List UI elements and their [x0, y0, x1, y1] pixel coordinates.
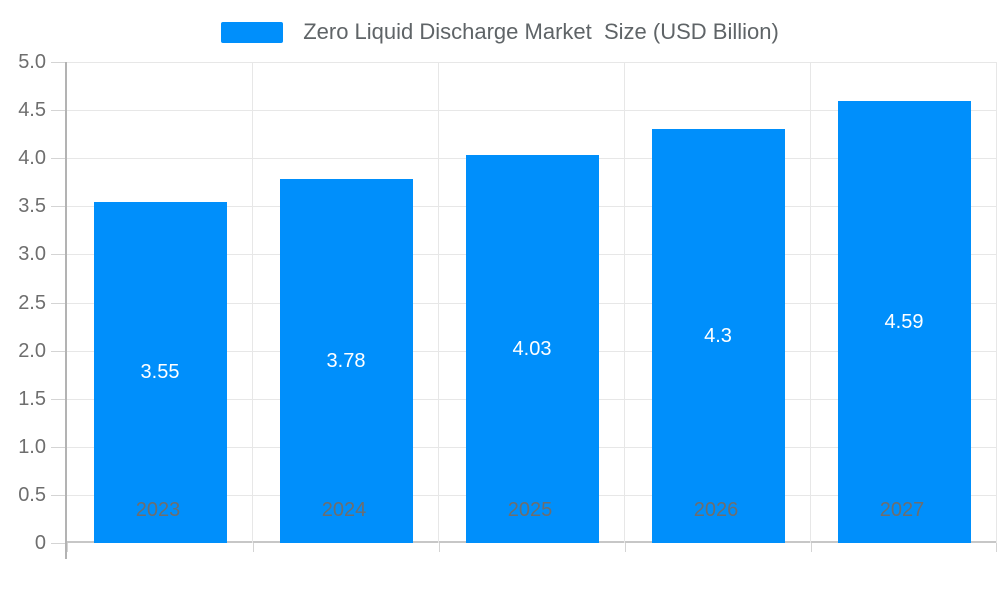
y-axis-tick-label: 1.5: [18, 387, 46, 410]
bar-value-label: 3.55: [140, 361, 180, 384]
x-axis-tick: [439, 543, 440, 552]
x-axis-tick: [67, 543, 68, 552]
x-axis-tick-label: 2024: [321, 499, 367, 521]
y-axis-tick: [51, 350, 65, 352]
y-axis-tick: [51, 543, 65, 544]
y-axis-tick-label: 5.0: [18, 51, 46, 73]
plot-area: 3.55 3.78 4.03 4.3 4.59: [51, 62, 997, 559]
y-axis-tick-label: 2.5: [18, 291, 46, 314]
gridline-vertical: [624, 62, 625, 543]
bar-value-label: 3.78: [326, 350, 366, 373]
gridline-horizontal: [67, 62, 997, 63]
bar-value-label: 4.03: [512, 338, 552, 361]
x-axis-tick-label: 2027: [879, 499, 925, 521]
legend[interactable]: Zero Liquid Discharge Market Size (USD B…: [0, 20, 1000, 44]
y-axis-tick: [51, 254, 65, 256]
x-axis-tick: [811, 543, 812, 552]
y-axis-tick-label: 1.0: [18, 435, 46, 458]
y-axis-tick-label: 4.0: [18, 147, 46, 170]
y-axis-tick-label: 3.5: [18, 195, 46, 218]
y-axis-tick-label: 3.0: [18, 243, 46, 266]
gridline-vertical: [252, 62, 253, 543]
bar-2024[interactable]: 3.78: [279, 179, 413, 543]
y-axis-tick: [51, 302, 65, 304]
gridline-vertical: [996, 62, 997, 543]
bar-2026[interactable]: 4.3: [651, 129, 785, 543]
y-axis-tick: [51, 110, 65, 112]
x-axis-tick-label: 2026: [693, 499, 739, 521]
legend-label: Zero Liquid Discharge Market Size (USD B…: [303, 19, 779, 44]
y-axis-tick-label: 4.5: [18, 99, 46, 122]
y-axis-tick: [51, 446, 65, 448]
x-axis-tick: [253, 543, 254, 552]
gridline-vertical: [438, 62, 439, 543]
gridline-horizontal: [67, 110, 997, 112]
bar-2023[interactable]: 3.55: [93, 201, 227, 543]
bar-2027[interactable]: 4.59: [837, 101, 971, 543]
y-axis-tick-label: 0.5: [18, 483, 46, 506]
y-axis-tick-label: 0: [34, 532, 46, 554]
y-axis-tick: [51, 158, 65, 160]
bar-value-label: 4.59: [884, 311, 924, 334]
x-axis-tick-label: 2025: [507, 499, 553, 521]
bar-value-label: 4.3: [704, 325, 732, 348]
x-axis-tick-label: 2023: [135, 499, 181, 521]
legend-swatch: [221, 21, 284, 43]
x-axis-tick: [625, 543, 626, 552]
y-axis-line: [65, 543, 67, 559]
y-axis-tick: [51, 206, 65, 208]
y-axis-tick: [51, 494, 65, 496]
y-axis-tick: [51, 62, 65, 63]
bar-2025[interactable]: 4.03: [465, 155, 599, 543]
y-axis-tick: [51, 398, 65, 400]
x-axis-tick: [996, 543, 997, 552]
gridline-vertical: [810, 62, 811, 543]
y-axis-tick-label: 2.0: [18, 339, 46, 362]
